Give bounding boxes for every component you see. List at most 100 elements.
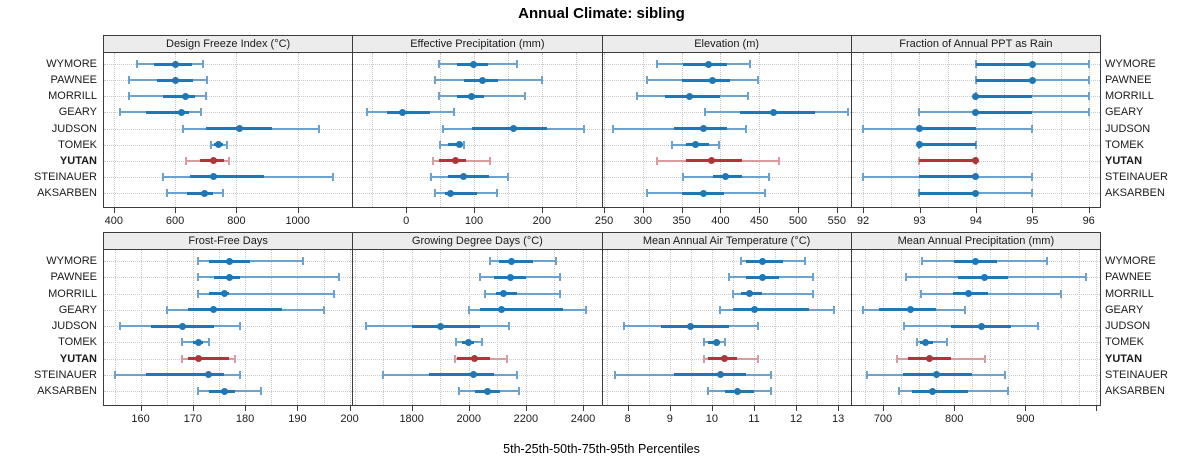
site-label-right-pawnee: PAWNEE xyxy=(1105,271,1152,284)
whisker-cap xyxy=(457,387,460,395)
whisker-cap xyxy=(974,140,977,149)
gridline xyxy=(838,250,840,405)
median-dot xyxy=(707,157,715,165)
gridline xyxy=(642,53,644,207)
whisker-cap xyxy=(703,108,706,117)
gridline xyxy=(798,53,799,207)
gridline xyxy=(541,53,543,207)
whisker-cap xyxy=(496,189,499,197)
whisker-cap xyxy=(439,140,442,149)
gridline xyxy=(297,250,299,405)
whisker-cap xyxy=(238,322,241,330)
whisker-cap xyxy=(702,338,705,347)
median-dot xyxy=(455,141,463,149)
axis-tick-label: 2200 xyxy=(513,413,539,425)
whisker-cap xyxy=(903,322,906,330)
median-dot xyxy=(1028,76,1036,84)
median-dot xyxy=(171,60,179,68)
gridline xyxy=(1088,53,1090,207)
whisker-cap xyxy=(731,289,734,298)
whisker-cap xyxy=(382,370,385,379)
axis-tick-label: 95 xyxy=(1026,215,1039,227)
axis-tick xyxy=(604,208,606,213)
whisker-cap xyxy=(434,76,437,85)
axis-tick xyxy=(883,406,884,411)
gridline xyxy=(720,53,722,207)
whisker-cap xyxy=(333,289,335,298)
whisker-cap xyxy=(227,156,230,165)
whisker-cap xyxy=(127,92,130,101)
whisker-cap xyxy=(746,92,749,101)
gridline xyxy=(759,53,761,207)
site-label-right-tomek: TOMEK xyxy=(1105,138,1144,151)
axis-tick xyxy=(349,406,351,411)
site-label-right-aksarben: AKSARBEN xyxy=(1105,385,1165,397)
median-dot xyxy=(452,157,460,165)
median-dot xyxy=(479,76,487,84)
whisker-cap xyxy=(204,92,207,101)
axis-tick-label: 800 xyxy=(227,215,246,227)
median-dot xyxy=(171,76,179,84)
row-gridline xyxy=(851,309,1100,311)
whisker-cap xyxy=(454,338,457,347)
median-dot xyxy=(981,273,989,281)
median-dot xyxy=(209,157,217,165)
row-gridline xyxy=(104,193,353,194)
axis-tick-label: 500 xyxy=(788,215,808,227)
whisker-cap xyxy=(197,273,200,282)
whisker-cap xyxy=(221,189,224,197)
interquartile-bar xyxy=(661,324,729,328)
gridline xyxy=(836,53,838,207)
row-gridline xyxy=(104,112,353,114)
median-dot xyxy=(220,290,228,297)
interquartile-bar xyxy=(683,62,727,66)
whisker-cap xyxy=(612,124,615,133)
panel-strip-effective-precipitation-mm: Effective Precipitation (mm) xyxy=(352,35,603,53)
percentile-whisker xyxy=(732,292,813,295)
median-dot xyxy=(758,257,766,265)
whisker-cap xyxy=(318,124,321,133)
whisker-cap xyxy=(1087,60,1090,68)
whisker-cap xyxy=(862,305,865,314)
interquartile-bar xyxy=(739,110,816,114)
gridline xyxy=(575,53,577,207)
whisker-cap xyxy=(896,354,899,363)
median-dot xyxy=(709,76,717,84)
axis-tick xyxy=(1032,208,1034,213)
median-dot xyxy=(769,108,777,116)
panel-strip-frost-free-days: Frost-Free Days xyxy=(103,232,354,250)
axis-tick-label: 180 xyxy=(235,413,255,425)
whisker-cap xyxy=(622,322,625,330)
gridline xyxy=(219,250,220,405)
site-label-right-geary: GEARY xyxy=(1105,303,1144,316)
percentile-whisker xyxy=(198,276,340,279)
whisker-cap xyxy=(523,92,526,101)
median-dot xyxy=(225,273,233,281)
gridline xyxy=(796,250,798,405)
median-dot xyxy=(712,338,720,346)
whisker-cap xyxy=(866,370,869,379)
whisker-cap xyxy=(184,156,187,165)
site-label-right-wymore: WYMORE xyxy=(1105,58,1156,70)
median-dot xyxy=(972,92,980,100)
axis-tick-label: 170 xyxy=(183,413,202,425)
gridline xyxy=(681,53,683,207)
percentile-whisker xyxy=(198,292,334,295)
site-label-left-aksarben: AKSARBEN xyxy=(37,187,97,199)
row-gridline xyxy=(104,64,353,65)
gridline xyxy=(192,250,194,405)
axis-tick xyxy=(583,406,584,411)
whisker-cap xyxy=(636,92,639,101)
whisker-cap xyxy=(516,370,519,379)
axis-tick xyxy=(681,208,683,213)
interquartile-bar xyxy=(387,110,430,114)
gridline xyxy=(754,250,755,405)
axis-tick xyxy=(541,208,543,213)
whisker-cap xyxy=(757,322,760,330)
gridline xyxy=(245,250,247,405)
chart-caption: 5th-25th-50th-75th-95th Percentiles xyxy=(503,442,700,456)
whisker-cap xyxy=(723,338,726,347)
whisker-cap xyxy=(506,354,509,363)
median-dot xyxy=(922,338,930,346)
interquartile-bar xyxy=(681,78,730,82)
